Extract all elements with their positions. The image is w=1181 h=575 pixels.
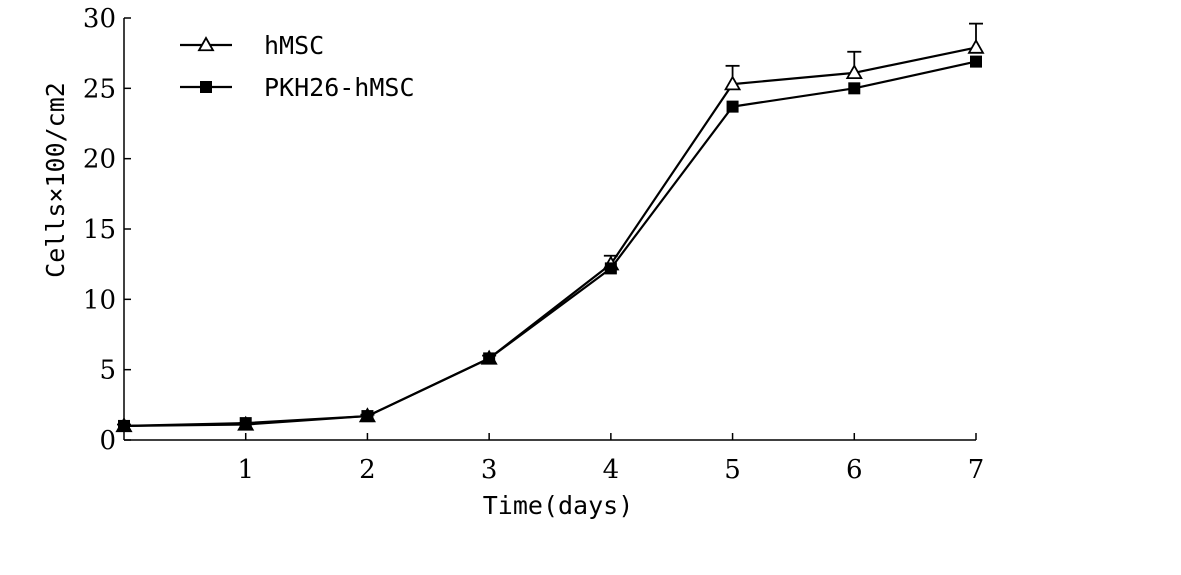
y-tick-label: 25 — [83, 74, 116, 104]
marker-open-triangle — [724, 75, 742, 91]
marker-filled-square — [970, 55, 982, 68]
y-tick-label: 20 — [83, 145, 116, 175]
x-ticks: 1 2 3 4 5 6 7 — [237, 433, 984, 485]
marker-filled-square — [118, 419, 130, 432]
x-tick-label: 5 — [724, 455, 741, 485]
series-line — [123, 60, 977, 428]
series-layer — [115, 22, 985, 433]
marker-open-triangle — [967, 38, 985, 54]
legend-label: hMSC — [264, 31, 324, 60]
legend: hMSC PKH26-hMSC — [180, 31, 415, 102]
legend-label: PKH26-hMSC — [264, 73, 415, 102]
legend-item: PKH26-hMSC — [180, 73, 415, 102]
y-tick-label: 15 — [83, 215, 116, 245]
y-tick-label: 30 — [83, 4, 116, 34]
marker-filled-square — [239, 417, 252, 430]
y-tick-label: 10 — [83, 285, 116, 315]
marker-open-triangle — [845, 64, 863, 80]
y-tick-label: 0 — [99, 426, 116, 456]
marker-open-triangle — [197, 36, 215, 52]
y-tick-label: 5 — [99, 356, 116, 386]
marker-filled-square — [483, 352, 496, 365]
y-ticks: 0 5 10 15 20 25 30 — [83, 4, 131, 456]
marker-filled-square — [604, 262, 617, 275]
x-tick-label: 7 — [968, 455, 985, 485]
marker-filled-square — [361, 410, 374, 423]
x-tick-label: 1 — [237, 455, 254, 485]
x-tick-label: 6 — [846, 455, 863, 485]
x-axis-title: Time(days) — [483, 491, 634, 520]
y-axis-title: Cells×100/cm2 — [41, 82, 70, 278]
marker-filled-square — [848, 82, 861, 95]
marker-filled-square — [726, 100, 739, 113]
series-pkh26-hmsc — [118, 55, 982, 432]
x-tick-label: 2 — [359, 455, 376, 485]
series-line — [123, 46, 977, 428]
x-tick-label: 3 — [481, 455, 498, 485]
x-tick-label: 4 — [603, 455, 620, 485]
axes — [123, 18, 976, 441]
legend-item: hMSC — [180, 31, 324, 60]
marker-filled-square — [200, 81, 212, 93]
